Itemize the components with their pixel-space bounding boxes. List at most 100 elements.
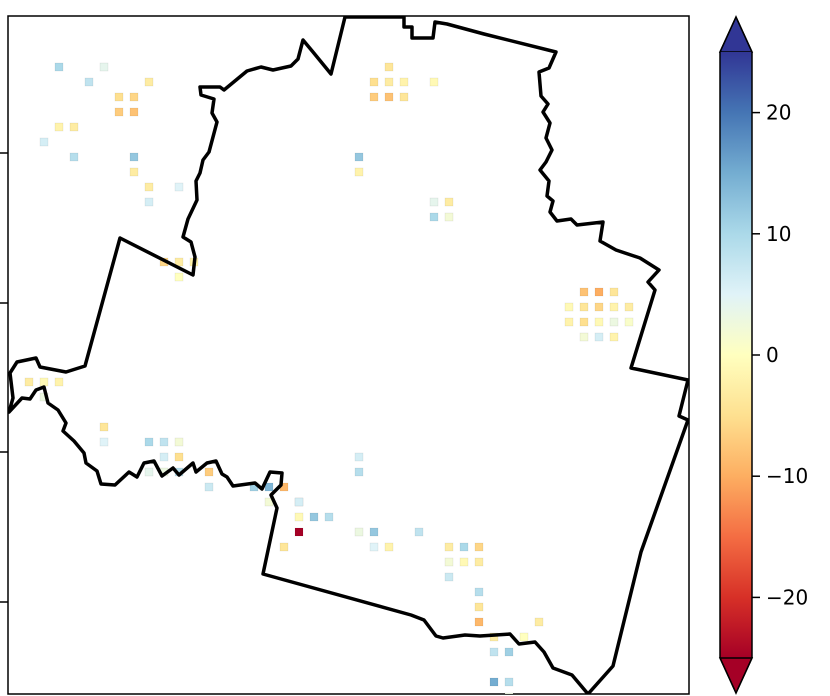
data-pixel (144, 467, 154, 477)
colorbar-tick-label: −10 (766, 464, 808, 488)
data-pixel (294, 527, 304, 537)
data-pixel (474, 542, 484, 552)
data-pixel (99, 62, 109, 72)
data-pixel (354, 467, 364, 477)
data-pixel (624, 317, 634, 327)
data-pixel (174, 437, 184, 447)
data-pixel (594, 332, 604, 342)
data-pixel (609, 302, 619, 312)
data-pixel (39, 137, 49, 147)
data-pixel (114, 92, 124, 102)
data-pixel (144, 182, 154, 192)
data-pixel (174, 182, 184, 192)
data-pixel (519, 632, 529, 642)
data-pixel (174, 272, 184, 282)
data-pixel (579, 317, 589, 327)
data-pixel (609, 332, 619, 342)
colorbar: 20 10 0 −10 −20 (718, 15, 808, 695)
data-pixel (264, 482, 274, 492)
data-pixel (39, 377, 49, 387)
data-pixel (459, 557, 469, 567)
data-pixel (384, 62, 394, 72)
data-pixel (144, 197, 154, 207)
colorbar-extend-max (718, 15, 754, 53)
data-pixel (129, 167, 139, 177)
data-pixel (204, 467, 214, 477)
data-pixel (504, 692, 514, 694)
colorbar-tick-label: 10 (766, 222, 791, 246)
data-pixel (99, 422, 109, 432)
data-pixel (384, 542, 394, 552)
data-pixel (564, 302, 574, 312)
data-pixel (504, 647, 514, 657)
map-frame (7, 15, 690, 695)
colorbar-tick-label: 20 (766, 101, 791, 125)
data-pixel (129, 107, 139, 117)
region-boundary (8, 16, 689, 694)
data-pixel (609, 317, 619, 327)
data-pixel (504, 677, 514, 687)
map-axes (0, 15, 690, 695)
data-pixel (129, 92, 139, 102)
colorbar-tick-label: −20 (766, 585, 808, 609)
data-pixel (429, 197, 439, 207)
data-pixel (54, 377, 64, 387)
data-pixel (129, 152, 139, 162)
data-pixel (564, 317, 574, 327)
data-pixel (369, 77, 379, 87)
data-pixel (369, 527, 379, 537)
data-pixel (579, 287, 589, 297)
data-pixel (144, 77, 154, 87)
data-pixels (24, 62, 634, 694)
colorbar-outline (719, 15, 753, 695)
data-pixel (384, 92, 394, 102)
data-pixel (294, 512, 304, 522)
data-pixel (69, 152, 79, 162)
data-pixel (354, 452, 364, 462)
data-pixel (159, 437, 169, 447)
data-pixel (84, 77, 94, 87)
data-pixel (384, 77, 394, 87)
data-pixel (54, 62, 64, 72)
data-pixel (474, 617, 484, 627)
data-pixel (324, 512, 334, 522)
colorbar-tick-label: 0 (766, 343, 779, 367)
data-pixel (444, 542, 454, 552)
data-pixel (489, 677, 499, 687)
data-pixel (489, 647, 499, 657)
data-pixel (69, 122, 79, 132)
data-pixel (594, 287, 604, 297)
data-pixel (474, 557, 484, 567)
data-pixel (474, 602, 484, 612)
data-pixel (159, 452, 169, 462)
colorbar-ticks: 20 10 0 −10 −20 (752, 101, 808, 609)
data-pixel (54, 122, 64, 132)
y-axis-ticks (0, 152, 8, 603)
data-pixel (399, 77, 409, 87)
data-pixel (579, 332, 589, 342)
data-pixel (459, 542, 469, 552)
data-pixel (369, 542, 379, 552)
data-pixel (114, 107, 124, 117)
colorbar-body (720, 52, 752, 658)
data-pixel (354, 527, 364, 537)
data-pixel (474, 587, 484, 597)
colorbar-extend-min (718, 657, 754, 695)
data-pixel (309, 512, 319, 522)
data-pixel (99, 437, 109, 447)
data-pixel (429, 212, 439, 222)
data-pixel (369, 92, 379, 102)
data-pixel (414, 527, 424, 537)
data-pixel (399, 92, 409, 102)
data-pixel (204, 482, 214, 492)
data-pixel (594, 302, 604, 312)
data-pixel (444, 197, 454, 207)
data-pixel (429, 77, 439, 87)
data-pixel (444, 212, 454, 222)
data-pixel (534, 617, 544, 627)
data-pixel (594, 317, 604, 327)
data-pixel (24, 377, 34, 387)
data-pixel (144, 437, 154, 447)
data-pixel (579, 302, 589, 312)
